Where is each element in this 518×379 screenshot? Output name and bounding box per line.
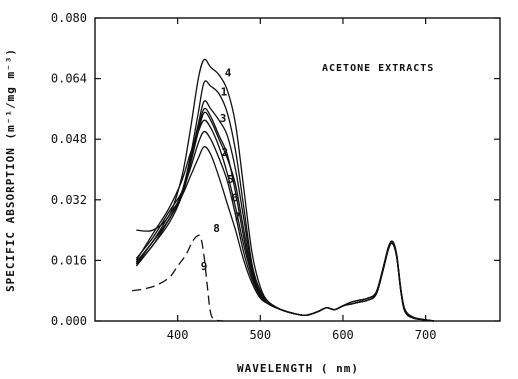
y-tick-label: 0.064 — [51, 72, 87, 86]
y-tick-label: 0.080 — [51, 11, 87, 25]
series-label-5: 5 — [227, 173, 234, 186]
y-tick-label: 0.016 — [51, 253, 87, 267]
series-label-8: 8 — [213, 222, 220, 235]
series-label-2: 2 — [221, 146, 228, 159]
series-line-9 — [132, 234, 224, 322]
y-tick-label: 0.048 — [51, 132, 87, 146]
series-line-2 — [135, 119, 434, 322]
y-axis: 0.000 0.016 0.032 0.048 0.064 0.080 — [51, 11, 500, 328]
plot-frame — [94, 17, 501, 322]
series-label-6: 6 — [231, 192, 238, 205]
series-line-3 — [135, 100, 434, 322]
x-tick-label: 400 — [167, 328, 189, 342]
x-axis: 400 500 600 700 — [167, 18, 437, 342]
y-axis-title: SPECIFIC ABSORPTION (m⁻¹/mg m⁻³) — [4, 48, 17, 292]
x-tick-label: 500 — [249, 328, 271, 342]
series-line-6 — [135, 107, 434, 322]
series-curves — [132, 58, 434, 322]
series-label-3: 3 — [220, 112, 227, 125]
series-label-1: 1 — [221, 86, 228, 99]
x-tick-label: 700 — [415, 328, 437, 342]
series-line-4 — [136, 58, 434, 322]
chart-annotation: ACETONE EXTRACTS — [322, 63, 434, 74]
y-tick-label: 0.032 — [51, 193, 87, 207]
series-line-7 — [135, 130, 434, 322]
series-line-8 — [135, 146, 434, 322]
series-line-5 — [135, 111, 434, 322]
series-label-9: 9 — [201, 260, 208, 273]
series-label-4: 4 — [225, 67, 232, 80]
x-tick-label: 600 — [332, 328, 354, 342]
y-tick-label: 0.000 — [51, 314, 87, 328]
x-axis-title: WAVELENGTH ( nm) — [237, 362, 359, 375]
series-line-1 — [135, 80, 434, 322]
series-labels: 1 2 3 4 5 6 7 8 9 — [201, 67, 241, 273]
series-label-7: 7 — [234, 211, 241, 224]
